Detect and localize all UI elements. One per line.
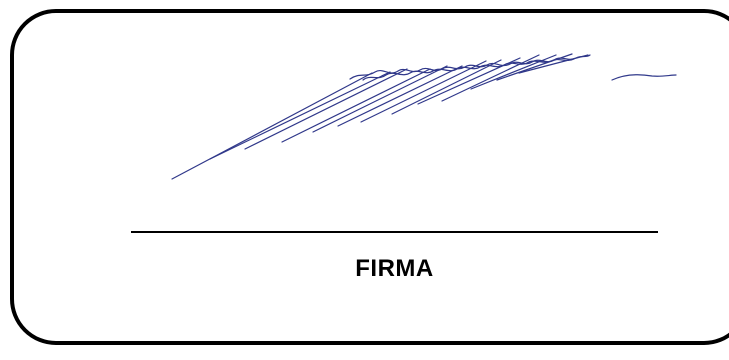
signature-label: FIRMA [355, 255, 434, 282]
signature-box-border [10, 9, 729, 345]
signature-line [131, 231, 658, 233]
